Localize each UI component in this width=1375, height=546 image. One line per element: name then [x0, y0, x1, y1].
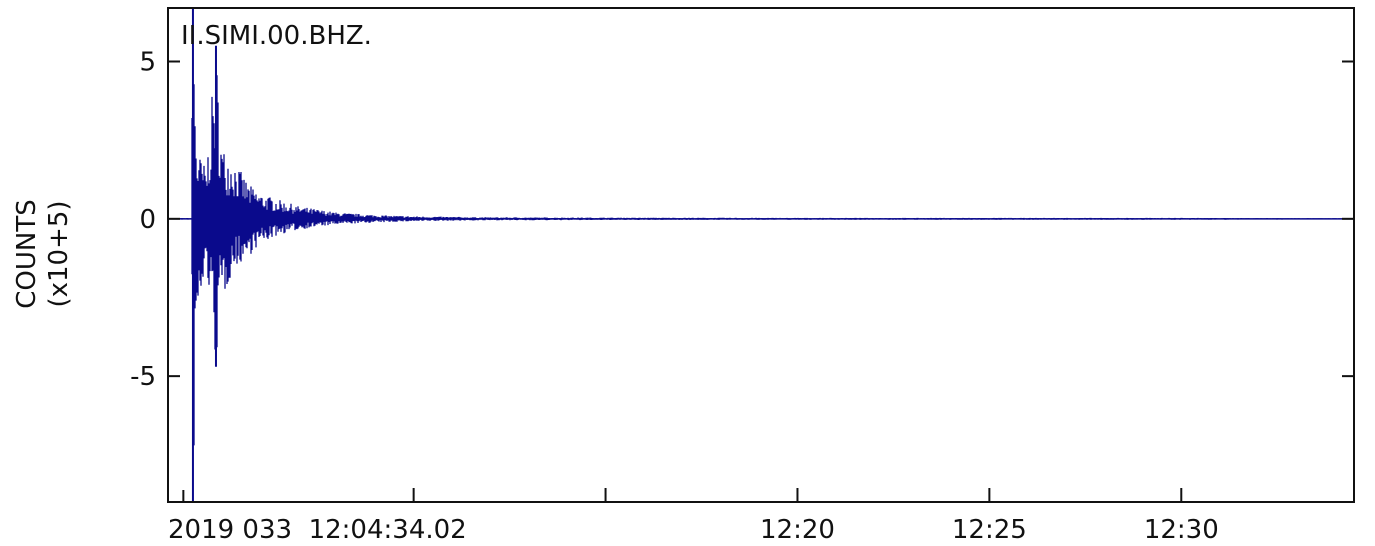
y-tick-label-0: 5 [139, 47, 156, 77]
axis-layer: 5 0 -5 12:20 12:25 12:30 [130, 7, 1355, 545]
y-axis-label: COUNTS (x10+5) [12, 199, 74, 308]
y-tick-label-1: 0 [139, 205, 156, 235]
x-tick-label-4: 12:30 [1144, 515, 1219, 545]
trace-layer [167, 8, 1355, 502]
y-tick-label-2: -5 [130, 362, 156, 392]
x-start-tick-label: 2019 033 12:04:34.02 [168, 515, 467, 545]
x-tick-label-3: 12:25 [952, 515, 1027, 545]
station-label: II.SIMI.00.BHZ. [181, 21, 372, 51]
plot-frame [167, 7, 1355, 503]
y-axis-label-line1: COUNTS [12, 199, 42, 308]
seismogram-trace [167, 59, 1355, 446]
x-tick-label-2: 12:20 [760, 515, 835, 545]
y-axis-label-line2: (x10+5) [44, 200, 74, 307]
